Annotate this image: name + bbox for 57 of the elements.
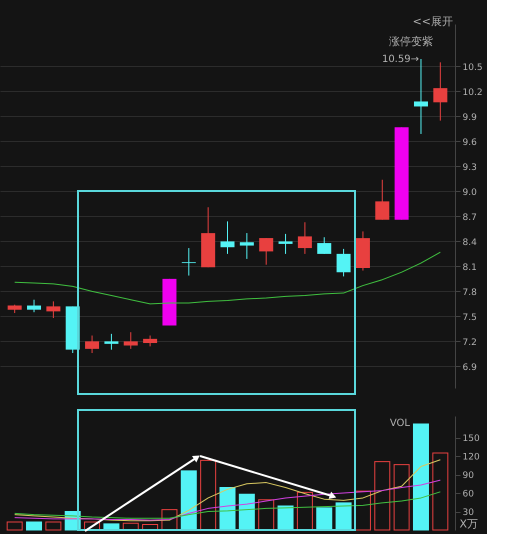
bar xyxy=(220,486,236,530)
candlestick xyxy=(240,232,254,260)
y-tick-label: 8.1 xyxy=(462,262,477,273)
y-tick-label: 120 xyxy=(462,452,480,463)
y-tick-label: 9.3 xyxy=(462,162,477,173)
candlestick xyxy=(143,335,158,347)
bar xyxy=(200,460,216,530)
y-tick-label: 60 xyxy=(462,490,474,500)
bar xyxy=(412,424,429,530)
bar xyxy=(432,452,448,530)
candlestick xyxy=(259,238,274,266)
bar xyxy=(374,461,390,530)
bar xyxy=(6,521,23,530)
y-tick-label: 9.6 xyxy=(462,138,478,148)
y-tick-label: 7.2 xyxy=(462,338,477,348)
bar xyxy=(238,494,255,530)
y-tick-label: 8.7 xyxy=(462,212,477,223)
candlestick xyxy=(220,220,234,254)
candlestick xyxy=(433,62,448,122)
y-tick-label: 6.9 xyxy=(462,362,478,373)
annotation: <<展开 xyxy=(412,15,453,28)
bar xyxy=(394,464,410,530)
candlestick xyxy=(317,236,332,254)
bar xyxy=(278,505,294,530)
candlestick xyxy=(278,233,293,254)
candlestick xyxy=(85,335,100,354)
candlestick xyxy=(375,179,390,220)
candlestick xyxy=(27,299,42,313)
annotation: 10.59→ xyxy=(382,54,419,65)
chart-title: VOL xyxy=(390,418,410,429)
candlestick xyxy=(104,333,118,350)
bar xyxy=(26,521,42,530)
candlestick xyxy=(336,248,351,277)
bar xyxy=(45,521,62,530)
annotation: 涨停变紫 xyxy=(389,35,433,48)
y-tick-label: 10.5 xyxy=(462,62,483,73)
y-tick-label: 90 xyxy=(462,471,474,482)
line-series xyxy=(14,252,441,304)
bar xyxy=(180,470,197,530)
candlestick xyxy=(124,332,138,350)
line-series xyxy=(14,491,441,519)
line-series xyxy=(14,480,441,521)
y-tick-label: 9.9 xyxy=(462,112,478,123)
y-tick-label: 10.2 xyxy=(462,88,483,98)
candlestick xyxy=(46,300,60,319)
y-tick-label: 7.5 xyxy=(462,312,477,323)
candlestick xyxy=(182,248,196,276)
bar xyxy=(316,507,332,530)
y-tick-label: 9.0 xyxy=(462,188,478,198)
y-tick-label: 150 xyxy=(462,434,480,444)
y-tick-label: 8.4 xyxy=(462,238,478,248)
y-tick-label: 30 xyxy=(462,508,474,518)
y-tick-label: 7.8 xyxy=(462,288,478,298)
y-axis-title: X万 xyxy=(460,518,478,530)
bar xyxy=(336,502,352,530)
line-series xyxy=(14,459,441,522)
candlestick xyxy=(298,222,312,254)
